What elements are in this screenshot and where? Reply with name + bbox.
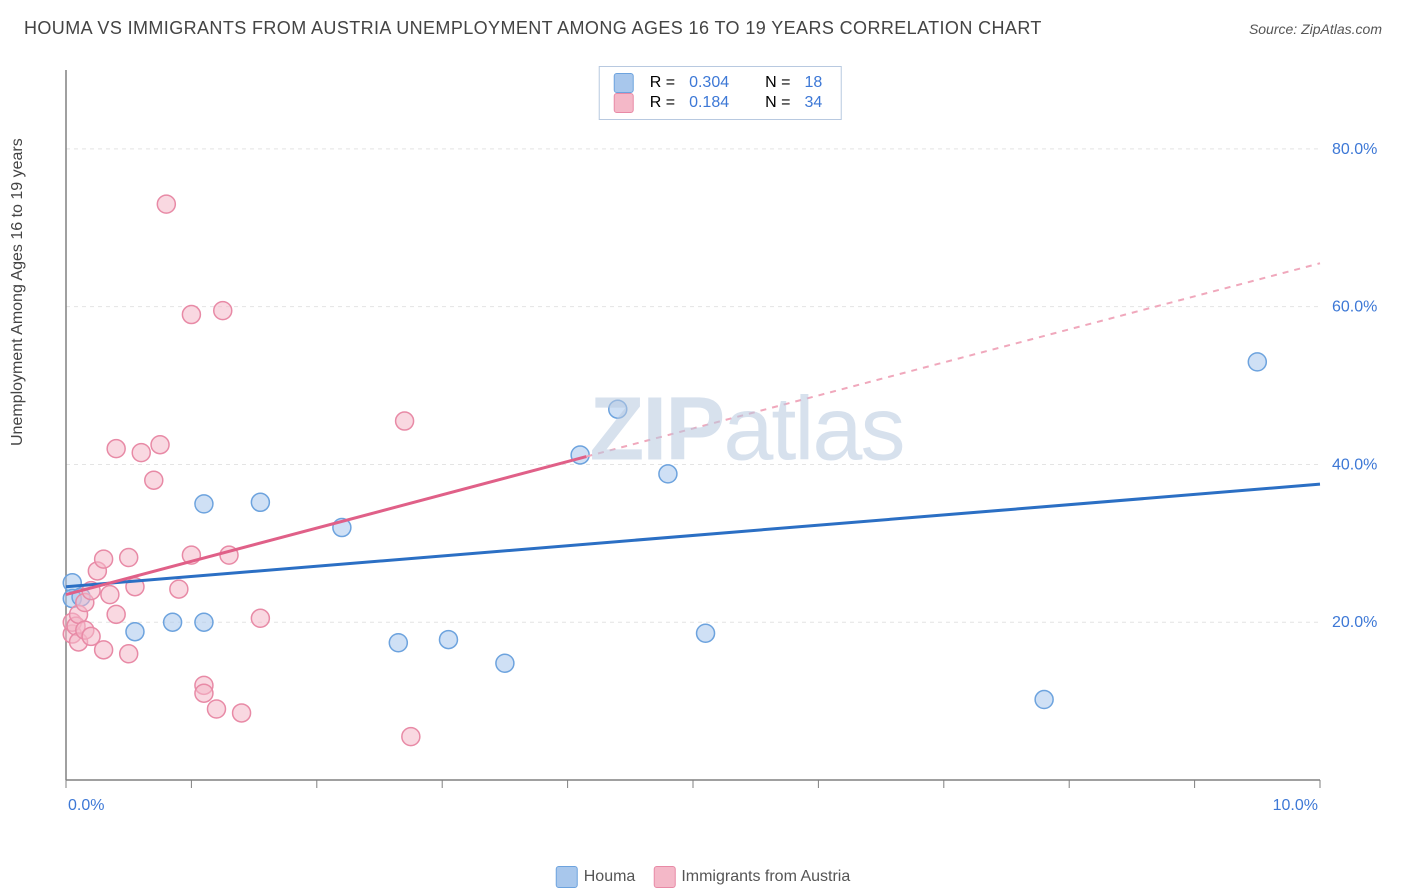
- data-point: [1248, 353, 1266, 371]
- chart-svg: 20.0% 40.0% 60.0% 80.0% 0.0% 10.0%: [60, 60, 1380, 830]
- data-point: [659, 465, 677, 483]
- legend-r-value: 0.184: [685, 94, 733, 112]
- legend-n-label: N =: [765, 74, 790, 92]
- y-tick-label: 80.0%: [1332, 141, 1377, 158]
- scatter-chart: 20.0%40.0%60.0%80.0%0.0%10.0% ZIPatlas R…: [60, 60, 1380, 830]
- data-point: [157, 195, 175, 213]
- data-point: [496, 654, 514, 672]
- data-point: [207, 700, 225, 718]
- series-legend-item: Immigrants from Austria: [653, 866, 850, 888]
- data-point: [439, 631, 457, 649]
- y-tick-label: 60.0%: [1332, 299, 1377, 316]
- data-point: [151, 436, 169, 454]
- legend-swatch: [614, 73, 634, 93]
- series-legend-item: Houma: [556, 866, 636, 888]
- data-point: [195, 495, 213, 513]
- data-point: [1035, 691, 1053, 709]
- data-point: [251, 493, 269, 511]
- legend-swatch: [614, 93, 634, 113]
- chart-title: HOUMA VS IMMIGRANTS FROM AUSTRIA UNEMPLO…: [24, 18, 1042, 39]
- legend-n-label: N =: [765, 94, 790, 112]
- data-point: [182, 306, 200, 324]
- legend-r-value: 0.304: [685, 74, 733, 92]
- data-point: [145, 471, 163, 489]
- source-credit: Source: ZipAtlas.com: [1249, 21, 1382, 37]
- data-point: [195, 684, 213, 702]
- correlation-legend: R = 0.304 N = 18 R = 0.184 N = 34: [599, 66, 842, 120]
- legend-swatch: [556, 866, 578, 888]
- data-point: [132, 444, 150, 462]
- data-point: [233, 704, 251, 722]
- data-point: [101, 586, 119, 604]
- data-point: [126, 623, 144, 641]
- data-point: [164, 613, 182, 631]
- data-point: [107, 605, 125, 623]
- legend-n-value: 34: [800, 94, 826, 112]
- legend-row: R = 0.304 N = 18: [614, 73, 827, 93]
- data-point: [170, 580, 188, 598]
- legend-n-value: 18: [800, 74, 826, 92]
- y-tick-label: 20.0%: [1332, 614, 1377, 631]
- data-point: [195, 613, 213, 631]
- data-point: [107, 440, 125, 458]
- y-axis-label: Unemployment Among Ages 16 to 19 years: [9, 138, 27, 446]
- data-point: [95, 641, 113, 659]
- data-point: [120, 549, 138, 567]
- data-point: [214, 302, 232, 320]
- legend-row: R = 0.184 N = 34: [614, 93, 827, 113]
- trend-line-austria-dash: [586, 263, 1320, 456]
- data-point: [251, 609, 269, 627]
- data-point: [396, 412, 414, 430]
- series-label: Houma: [584, 868, 636, 886]
- data-point: [120, 645, 138, 663]
- x-tick-label: 10.0%: [1273, 797, 1318, 814]
- legend-swatch: [653, 866, 675, 888]
- series-label: Immigrants from Austria: [681, 868, 850, 886]
- x-tick-label: 0.0%: [68, 797, 104, 814]
- data-point: [697, 624, 715, 642]
- series-legend: Houma Immigrants from Austria: [556, 866, 851, 888]
- legend-r-label: R =: [650, 94, 675, 112]
- data-point: [609, 400, 627, 418]
- trend-line-austria-solid: [66, 457, 586, 595]
- data-point: [402, 728, 420, 746]
- data-point: [389, 634, 407, 652]
- data-point: [95, 550, 113, 568]
- y-tick-label: 40.0%: [1332, 456, 1377, 473]
- legend-r-label: R =: [650, 74, 675, 92]
